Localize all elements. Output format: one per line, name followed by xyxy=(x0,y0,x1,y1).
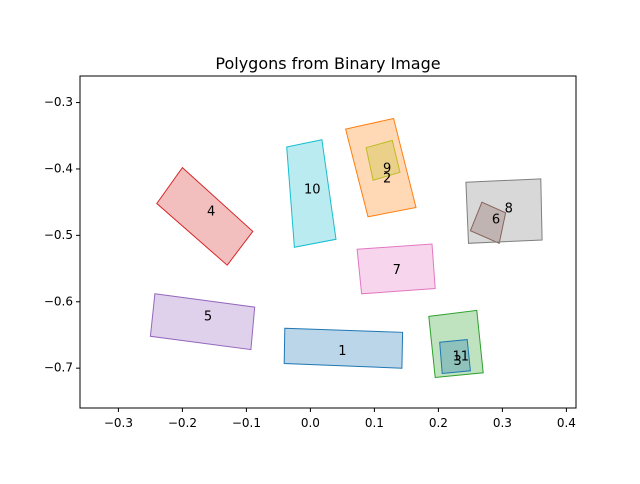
polygon-label-11: 11 xyxy=(453,349,470,364)
y-tick-label: −0.4 xyxy=(44,161,73,175)
y-tick-label: −0.7 xyxy=(44,361,73,375)
polygon-label-4: 4 xyxy=(207,205,215,220)
polygon-5 xyxy=(149,293,256,351)
polygon-8 xyxy=(465,178,543,244)
x-tick-label: 0.1 xyxy=(365,416,384,430)
polygon-9 xyxy=(365,139,401,181)
y-tick-label: −0.6 xyxy=(44,294,73,308)
polygon-label-2: 2 xyxy=(383,171,391,186)
polygon-label-1: 1 xyxy=(338,344,346,359)
polygon-label-7: 7 xyxy=(393,263,401,278)
x-tick-label: 0.4 xyxy=(557,416,576,430)
x-tick-label: 0.0 xyxy=(301,416,320,430)
chart-title: Polygons from Binary Image xyxy=(215,54,440,73)
polygon-6 xyxy=(469,201,507,245)
plot-area-frame xyxy=(79,75,577,409)
polygon-11 xyxy=(439,339,471,375)
x-tick-label: −0.1 xyxy=(232,416,261,430)
polygon-2 xyxy=(344,117,417,218)
polygon-label-3: 3 xyxy=(453,354,461,369)
x-tick-label: −0.3 xyxy=(104,416,133,430)
polygon-4 xyxy=(156,166,254,266)
y-tick-label: −0.3 xyxy=(44,95,73,109)
polygon-label-9: 9 xyxy=(383,162,391,177)
x-tick-label: −0.2 xyxy=(168,416,197,430)
axis-ticks-layer: −0.3 −0.2 −0.1 0.0 0.1 0.2 0.3 0.4 −0.3 −0.4 −0.5 −… xyxy=(44,95,576,430)
polygon-label-6: 6 xyxy=(492,213,500,228)
polygons-layer xyxy=(149,117,543,379)
y-tick-label: −0.5 xyxy=(44,228,73,242)
polygon-1 xyxy=(283,327,404,369)
x-tick-label: 0.3 xyxy=(493,416,512,430)
polygon-labels-layer: 1 2 3 4 5 6 7 8 9 10 11 xyxy=(204,162,513,370)
polygon-7 xyxy=(356,243,436,295)
polygon-label-10: 10 xyxy=(304,183,321,198)
polygon-label-8: 8 xyxy=(505,201,513,216)
polygon-label-5: 5 xyxy=(204,310,212,325)
x-tick-label: 0.2 xyxy=(429,416,448,430)
polygon-10 xyxy=(286,139,337,248)
